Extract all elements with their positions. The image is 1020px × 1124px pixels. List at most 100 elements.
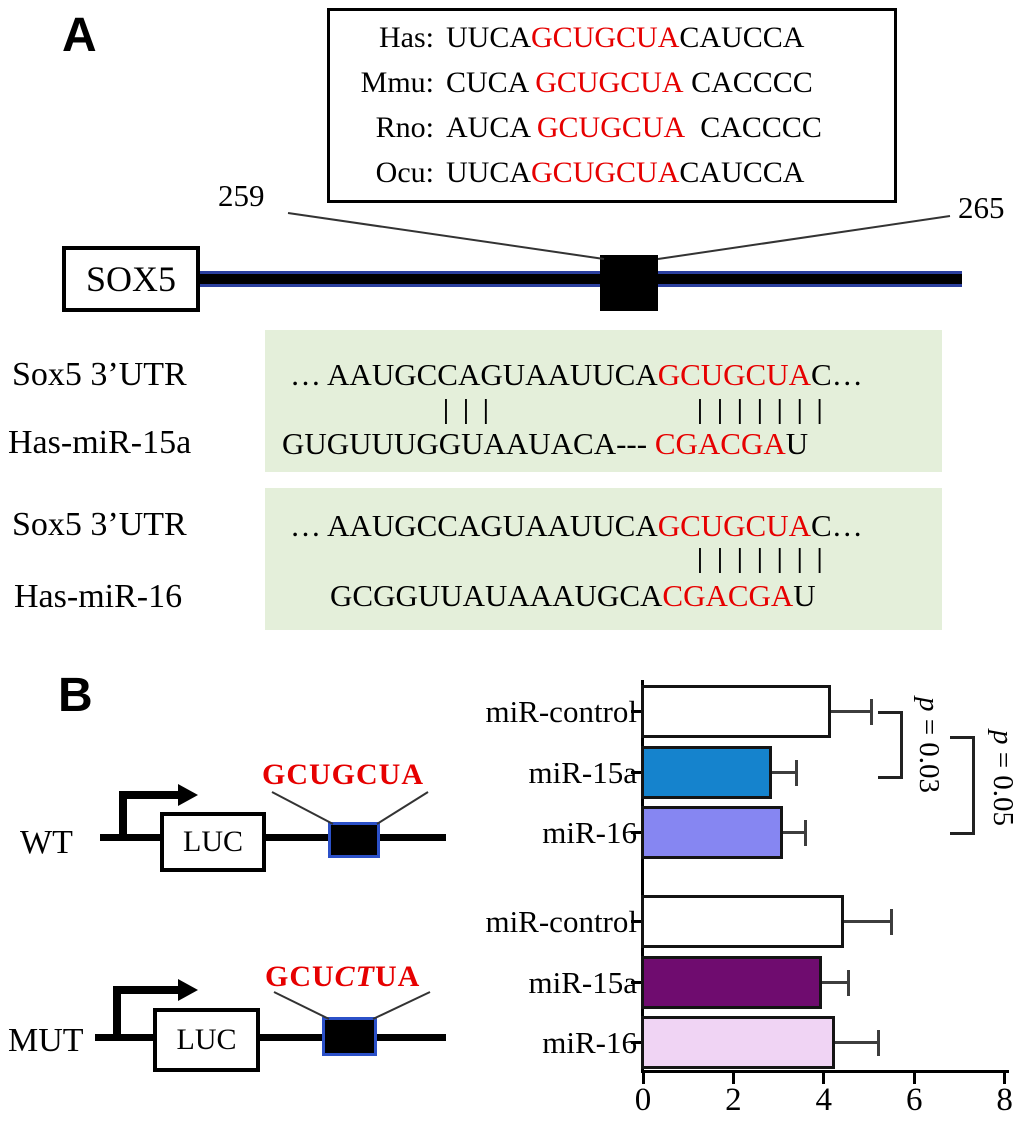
alignment-row-has: Has: UUCA GCUGCUA CAUCCA xyxy=(338,21,886,55)
errorcap-mut-miR-control xyxy=(890,908,894,935)
wt-site-callout-left xyxy=(271,791,334,825)
errorbar-mut-miR-15a xyxy=(821,981,849,984)
target-seed: GCUGCUA xyxy=(657,508,812,543)
mut-site-post: UA xyxy=(375,960,421,993)
species-name: Has: xyxy=(379,20,434,54)
bracket-p005-vertical xyxy=(972,736,975,835)
duplex1-target-seq: … AAUGCCAGUAAUUCAGCUGCUAC… xyxy=(290,357,863,393)
wt-site-sequence: GCUGCUA xyxy=(262,758,424,791)
duplex1-mirna-seq: GUGUUUGGUAAUACA--- CGACGAU xyxy=(282,426,808,462)
category-label-mut-miR-control: miR-control xyxy=(485,903,637,939)
category-label-mut-miR-16: miR-16 xyxy=(542,1024,637,1060)
x-tick-label-6: 6 xyxy=(905,1082,923,1118)
x-tick-2 xyxy=(731,1073,735,1084)
utr-position-259: 259 xyxy=(218,178,265,213)
category-tick-mut-miR-16 xyxy=(631,1041,641,1044)
wt-promoter-arrowhead xyxy=(178,784,198,806)
mirna-pre: GCGGUUAUAAAUGCA xyxy=(330,578,663,613)
category-tick-mut-miR-15a xyxy=(631,981,641,984)
panel-a-label: A xyxy=(62,9,97,62)
mut-site-pre: GCU xyxy=(265,960,335,993)
mut-site-mutated: CT xyxy=(334,960,376,993)
category-tick-wt-miR-control xyxy=(631,710,641,713)
category-tick-wt-miR-16 xyxy=(631,831,641,834)
mut-construct-line xyxy=(95,1034,446,1041)
species-name: Ocu: xyxy=(375,156,434,190)
wt-luc-label: LUC xyxy=(183,825,243,858)
target-seed: GCUGCUA xyxy=(657,357,812,392)
target-post: C… xyxy=(811,508,863,543)
p-symbol: p xyxy=(913,696,945,712)
errorbar-wt-miR-15a xyxy=(772,771,797,774)
wt-site-box xyxy=(328,822,380,858)
category-tick-mut-miR-control xyxy=(631,920,641,923)
mut-luc-label: LUC xyxy=(176,1023,237,1056)
seq-post: CAUCCA xyxy=(679,20,805,54)
utr-position-265: 265 xyxy=(958,190,1005,225)
mirna-site-marker xyxy=(600,255,658,311)
category-label-wt-miR-15a: miR-15a xyxy=(528,754,638,790)
bar-wt-miR-15a xyxy=(641,746,773,799)
mut-luc-box: LUC xyxy=(153,1008,260,1072)
x-tick-6 xyxy=(912,1073,916,1084)
bar-mut-miR-16 xyxy=(641,1016,836,1069)
x-tick-label-4: 4 xyxy=(815,1082,833,1118)
duplex2-mirna-label: Has-miR-16 xyxy=(14,578,183,615)
x-tick-label-0: 0 xyxy=(634,1082,652,1118)
duplex1-target-label: Sox5 3’UTR xyxy=(12,356,187,393)
species-name: Mmu: xyxy=(360,65,434,99)
duplex2-mirna-seq: GCGGUUAUAAAUGCACGACGAU xyxy=(330,578,816,614)
errorcap-wt-miR-15a xyxy=(795,759,799,786)
seq-post: CAUCCA xyxy=(679,156,805,190)
x-tick-0 xyxy=(641,1073,645,1084)
bar-mut-miR-15a xyxy=(641,956,822,1009)
mirna-post: U xyxy=(785,426,809,461)
seq-pre: AUCA xyxy=(446,111,537,145)
alignment-row-rno: Rno: AUCA GCUGCUA CACCCC xyxy=(338,111,886,145)
mut-label: MUT xyxy=(8,1022,84,1059)
bar-mut-miR-control xyxy=(641,895,845,948)
errorcap-mut-miR-15a xyxy=(847,969,851,996)
callout-line-265 xyxy=(657,215,951,260)
duplex1-pairs-left: ||| xyxy=(443,394,503,424)
mirna-post: U xyxy=(793,578,816,613)
chart-x-axis xyxy=(641,1070,1009,1073)
duplex2-target-label: Sox5 3’UTR xyxy=(12,506,187,543)
category-tick-wt-miR-15a xyxy=(631,771,641,774)
category-label-wt-miR-16: miR-16 xyxy=(542,814,637,850)
duplex-mir16-box xyxy=(265,488,942,630)
bracket-p003-vertical xyxy=(900,711,903,779)
wt-construct-line xyxy=(100,834,446,841)
x-tick-4 xyxy=(822,1073,826,1084)
mut-site-callout-right xyxy=(372,991,431,1020)
p-value-text: = 0.05 xyxy=(987,744,1019,827)
errorbar-wt-miR-16 xyxy=(783,831,806,834)
errorbar-wt-miR-control xyxy=(830,710,872,713)
mirna-pre: GUGUUUGGUAAUACA--- xyxy=(282,426,655,461)
errorcap-wt-miR-control xyxy=(870,698,874,725)
duplex1-mirna-label: Has-miR-15a xyxy=(8,424,192,461)
wt-site-callout-right xyxy=(376,791,429,825)
x-tick-label-8: 8 xyxy=(996,1082,1013,1118)
mirna-seed: CGACGA xyxy=(654,426,786,461)
seq-pre: CUCA xyxy=(446,65,536,99)
seq-seed: GCUGCUA xyxy=(531,20,680,54)
duplex1-pairs-seed: ||||||| xyxy=(697,394,837,424)
x-tick-label-2: 2 xyxy=(725,1082,742,1118)
mut-promoter-arrowhead xyxy=(178,979,198,1001)
bracket-p003-arm-top xyxy=(878,711,903,714)
target-pre: … AAUGCCAGUAAUUCA xyxy=(290,357,658,392)
mirna-seed: CGACGA xyxy=(662,578,794,613)
chart-y-axis xyxy=(641,680,644,1073)
errorcap-wt-miR-16 xyxy=(804,819,808,846)
duplex-mir15a-box xyxy=(265,330,942,472)
sox5-gene-label: SOX5 xyxy=(85,259,177,299)
panel-b-label: B xyxy=(58,669,93,722)
bar-wt-miR-16 xyxy=(641,806,784,859)
bracket-p005-arm-top xyxy=(950,736,975,739)
bar-wt-miR-control xyxy=(641,685,831,738)
category-label-wt-miR-control: miR-control xyxy=(485,693,637,729)
seq-pre: UUCA xyxy=(446,156,532,190)
seq-seed: GCUGCUA xyxy=(531,156,680,190)
